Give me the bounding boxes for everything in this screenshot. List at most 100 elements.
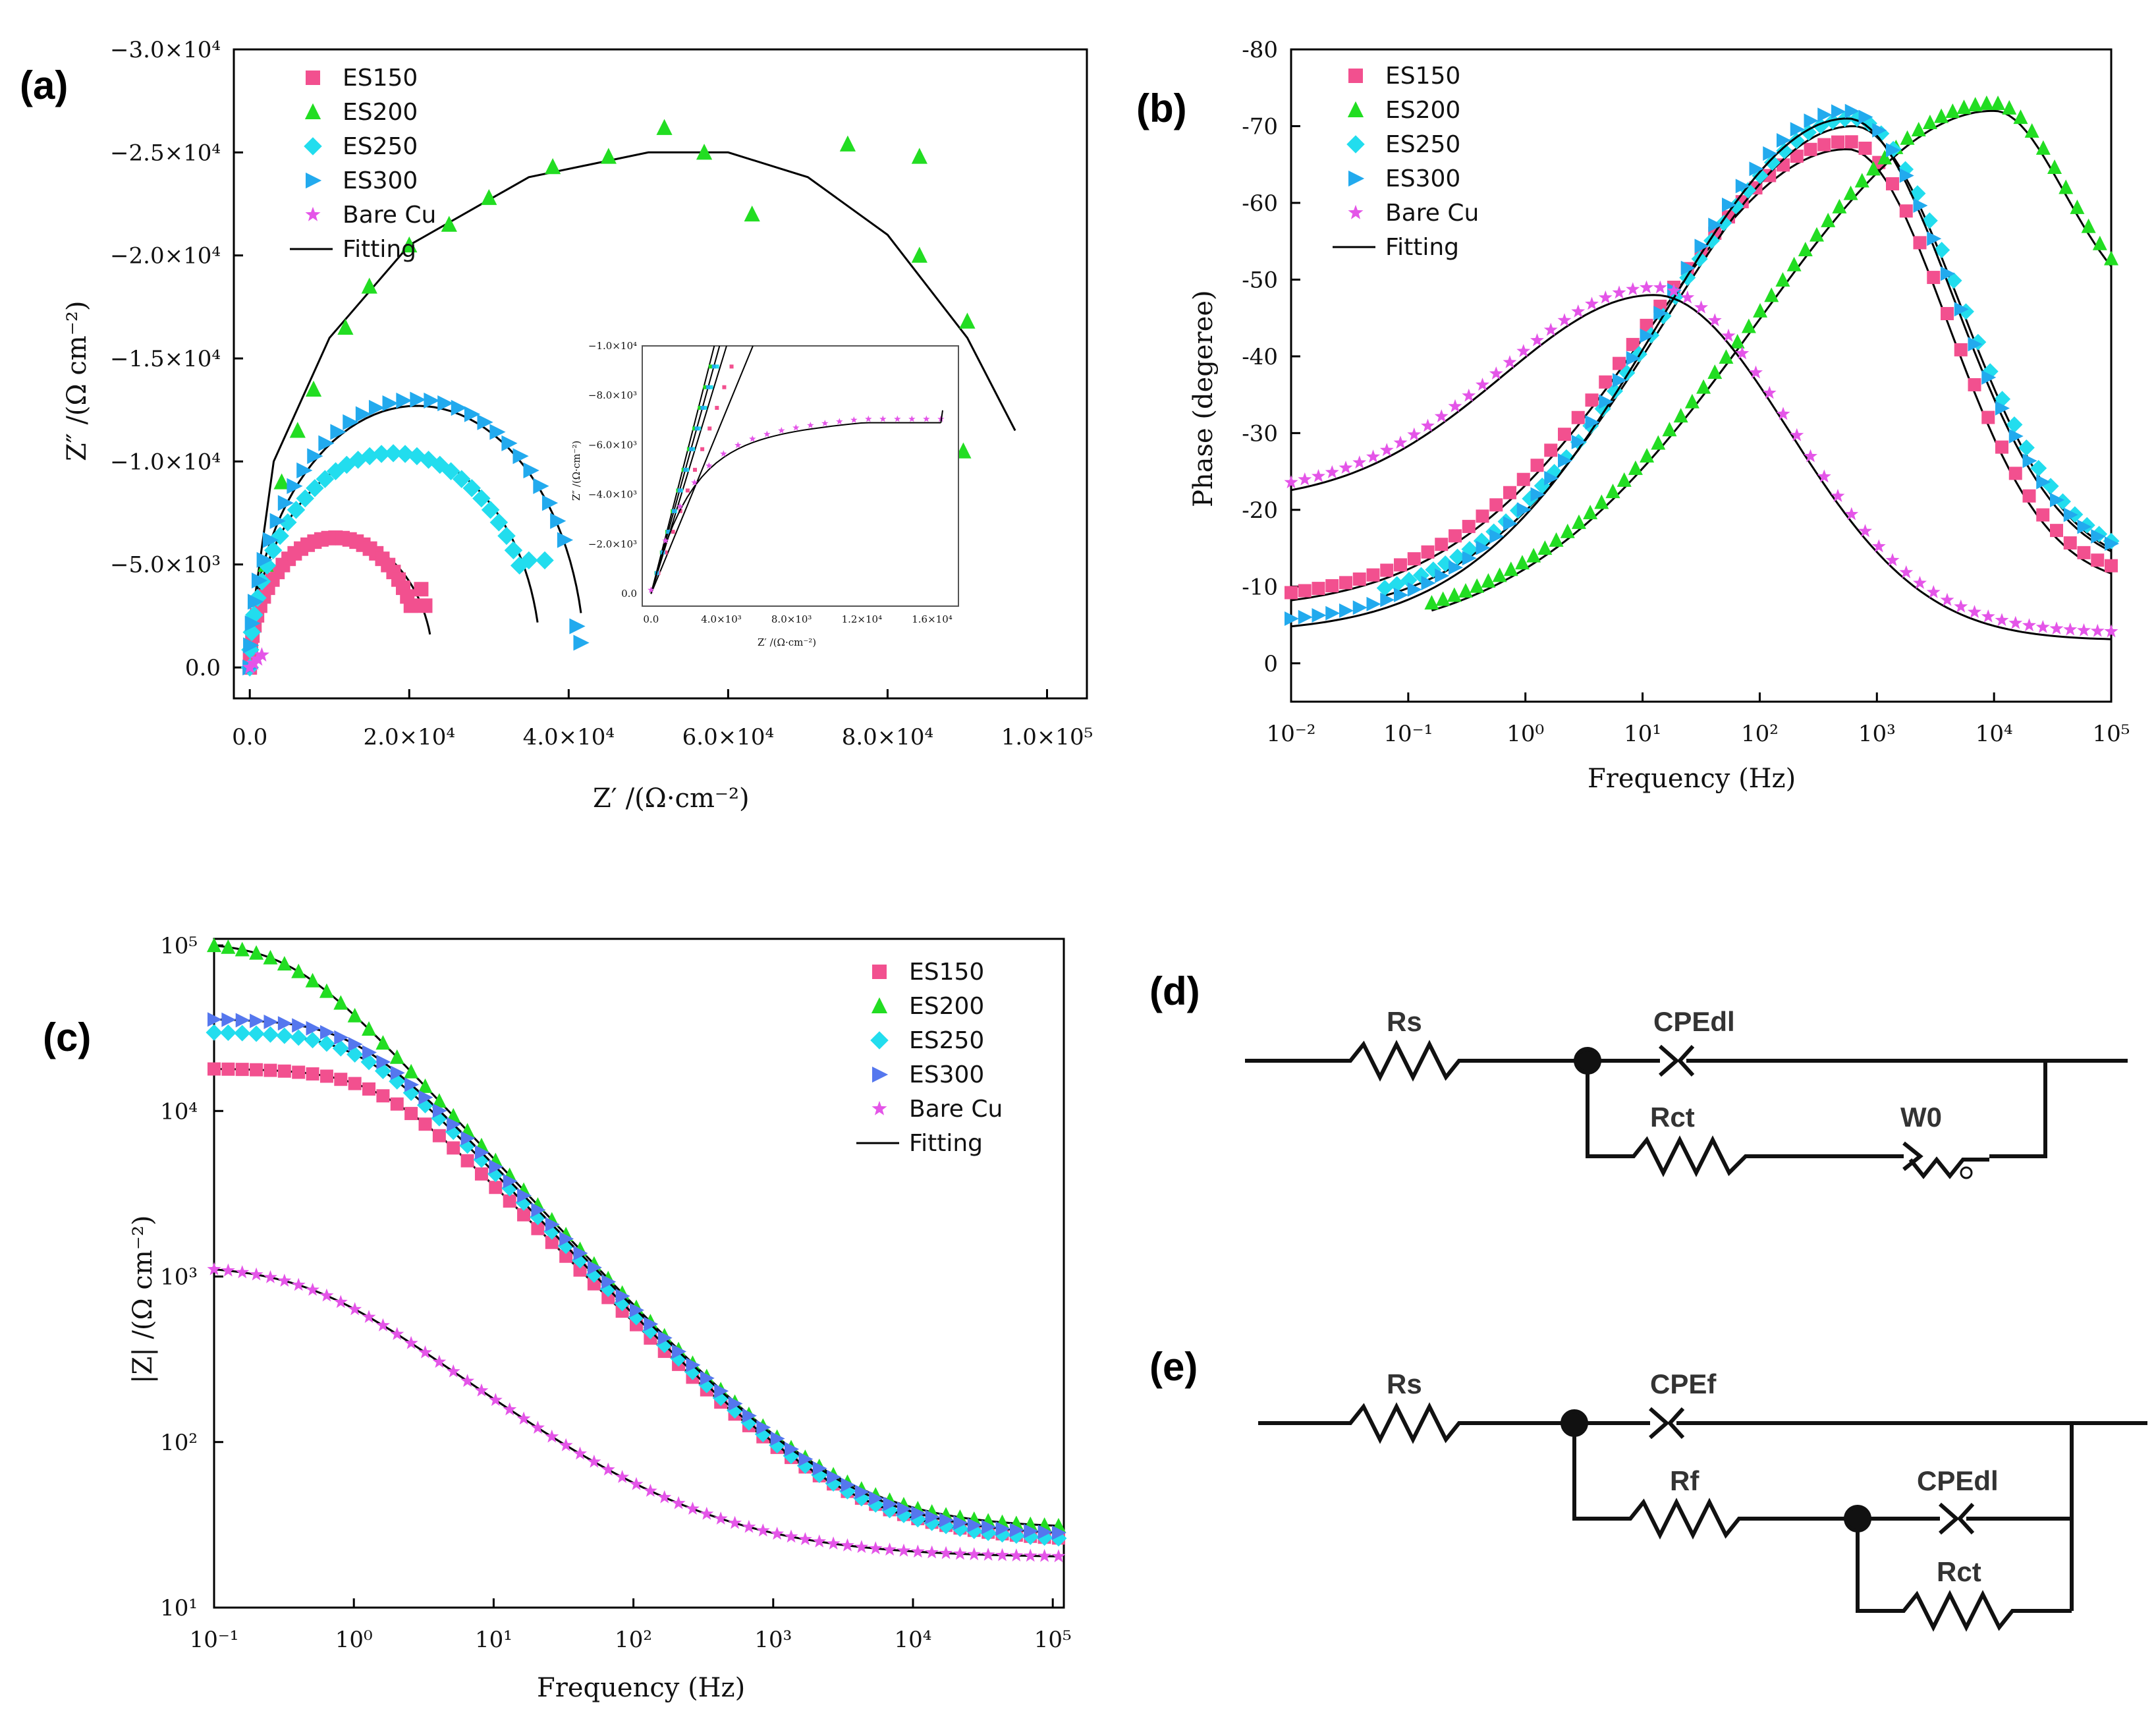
point-es300 [2022,453,2037,468]
point-es300 [319,1025,335,1040]
point-es150 [1954,343,1968,356]
point-es150 [1298,584,1312,598]
x-tick-label: 10⁴ [895,1627,932,1653]
point-es300 [1831,104,1846,119]
cpe-dl-rct-branch [1856,1423,2074,1632]
x-tick-label: 10⁰ [1506,721,1544,747]
point-es150 [221,1062,235,1076]
point-es150 [1817,138,1831,152]
point-bare-cu [1325,465,1339,478]
point-bare-cu [868,1541,883,1555]
point-es150 [2091,553,2105,567]
point-es200 [1492,567,1507,582]
point-es300 [1489,528,1505,544]
inset-point [671,530,675,534]
inset-point [666,530,671,534]
point-es300 [1285,611,1299,627]
point-es300 [269,513,286,529]
warburg-element [1902,1141,1989,1179]
point-es250 [1776,142,1793,159]
point-es150 [1380,563,1394,577]
point-es200 [375,1035,391,1050]
point-bare-cu [263,1270,277,1283]
point-es250 [346,1046,364,1063]
point-es250 [206,1024,223,1041]
panel-a-nyquist: (a) 0.0 2.0×10⁴ 4.0×10⁴ 6.0×10⁴ 8.0×10⁴ 1.0×1… [20,37,1093,814]
point-es250 [262,1026,279,1043]
point-es300 [362,1045,377,1060]
point-bare-cu [1626,282,1640,296]
panel-b-ylabel: Phase (degeree) [1188,290,1219,507]
inset-point [694,426,699,431]
point-es150 [1312,582,1325,596]
point-bare-cu [1885,553,1900,567]
point-es300 [318,435,335,451]
point-bare-cu [897,1543,911,1557]
point-es200 [600,148,617,164]
point-bare-cu [1462,388,1476,402]
legend-label: ES300 [1385,165,1460,192]
point-es150 [1571,410,1585,424]
inset-point [722,385,727,389]
rf-branch [1572,1423,1858,1540]
point-es250 [234,1025,251,1042]
point-es200 [545,158,561,175]
point-es250 [287,501,306,519]
point-bare-cu [657,1490,672,1503]
point-es300 [1421,575,1436,590]
panel-c-xlabel: Frequency (Hz) [537,1673,745,1703]
point-es150 [2050,524,2063,538]
inset-point-bare [821,420,829,426]
point-es200 [249,945,264,960]
legend-label: ES250 [343,133,418,160]
point-es200 [1922,114,1937,129]
y-tick-label: -30 [1242,420,1278,447]
legend-marker-es200 [871,997,888,1013]
point-bare-cu [348,1302,362,1316]
point-es300 [207,1012,222,1027]
point-bare-cu [375,1318,390,1332]
point-es300 [1613,373,1627,388]
legend-label: ES200 [909,993,984,1020]
point-es150 [1394,558,1407,572]
point-es250 [504,541,523,559]
point-bare-cu [242,660,258,674]
inset-fit-line [650,345,754,594]
inset-point [715,364,719,369]
point-es300 [854,1484,870,1500]
point-es250 [1727,198,1744,215]
point-bare-cu [446,1364,460,1378]
point-es300 [296,462,313,479]
point-bare-cu [277,1274,292,1287]
point-bare-cu [1585,296,1599,310]
inset-x-tick: 8.0×10³ [771,613,812,625]
panel-c-label: (c) [43,1015,91,1059]
panel-d-circuit: (d) Rs CPEdl Rct W0 [1149,969,2128,1179]
point-es300 [742,1408,757,1423]
y-tick-label: 0 [1263,651,1278,677]
point-es200 [347,1007,362,1023]
panel-a-ticks: 0.0 2.0×10⁴ 4.0×10⁴ 6.0×10⁴ 8.0×10⁴ 1.0×10⁵ 0.… [110,37,1093,750]
legend-label: Fitting [343,236,416,263]
point-es200 [2070,199,2085,214]
y-tick-label: −3.0×10⁴ [110,37,221,63]
legend-marker-es150 [1348,69,1363,83]
point-es150 [376,1089,390,1103]
point-es250 [520,551,538,570]
point-es300 [601,1274,617,1289]
point-es250 [1788,132,1805,150]
inset-point-bare [749,435,756,442]
point-es300 [410,391,426,408]
inset-point [703,406,707,410]
point-bare-cu [841,1538,854,1552]
point-es300 [1352,600,1368,615]
point-es300 [250,1013,265,1028]
point-es300 [1995,401,2010,416]
point-es300 [925,1509,940,1525]
point-es200 [1640,448,1655,463]
point-es200 [1730,333,1745,349]
fit-line-bare-cu [1290,294,2112,640]
point-bare-cu [545,1429,559,1443]
point-bare-cu [221,1263,235,1277]
point-bare-cu [854,1540,869,1554]
